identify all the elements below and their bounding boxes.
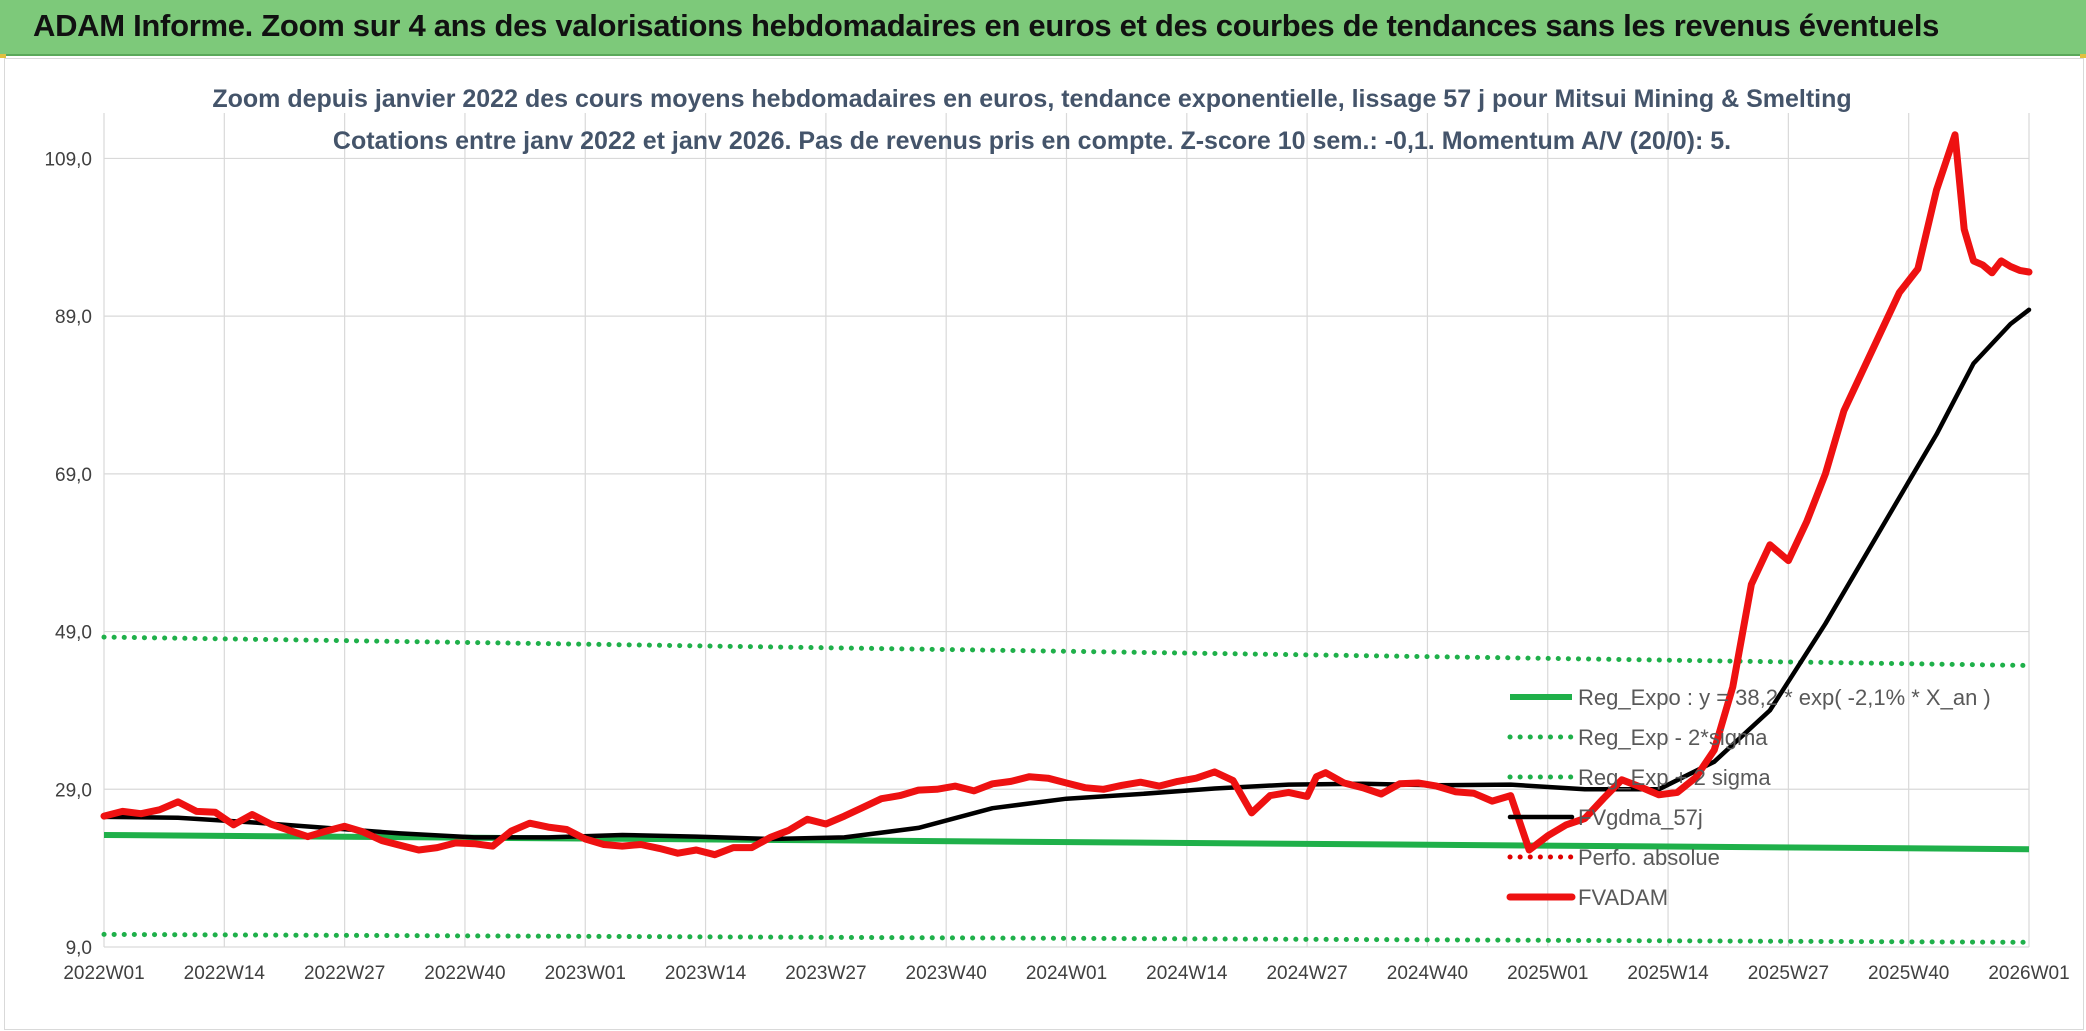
legend-label-3: FVgdma_57j: [1578, 805, 1703, 830]
x-tick-label: 2022W40: [424, 963, 505, 984]
chart-subtitle: Cotations entre janv 2022 et janv 2026. …: [333, 127, 1731, 155]
x-tick-label: 2022W27: [304, 963, 385, 984]
legend-label-1: Reg_Exp - 2*sigma: [1578, 725, 1768, 750]
x-tick-label: 2023W01: [545, 963, 626, 984]
y-tick-label: 109,0: [44, 149, 92, 170]
legend-label-0: Reg_Expo : y = 38,2 * exp( -2,1% * X_an …: [1578, 685, 1991, 710]
x-tick-label: 2023W40: [906, 963, 987, 984]
y-tick-label: 9,0: [66, 938, 92, 959]
chart-svg: Zoom depuis janvier 2022 des cours moyen…: [44, 85, 2069, 984]
series-line-1: [101, 931, 2032, 945]
banner-accent-right: [2080, 54, 2086, 58]
banner-accent-left: [0, 54, 6, 58]
x-tick-label: 2024W27: [1266, 963, 1347, 984]
report-banner: ADAM Informe. Zoom sur 4 ans des valoris…: [0, 0, 2086, 56]
chart-frame: Zoom depuis janvier 2022 des cours moyen…: [4, 58, 2084, 1030]
y-axis: 9,0 29,0 49,0 69,0 89,0 109,0: [44, 149, 92, 959]
chart-legend: Reg_Expo : y = 38,2 * exp( -2,1% * X_an …: [1506, 685, 1991, 910]
x-axis: 2022W01 2022W14 2022W27 2022W40 2023W01 2023W…: [63, 963, 2069, 984]
x-tick-label: 2026W01: [1988, 963, 2069, 984]
x-tick-label: 2023W27: [785, 963, 866, 984]
x-tick-label: 2025W14: [1627, 963, 1709, 984]
x-tick-label: 2025W27: [1748, 963, 1829, 984]
chart-grid: [103, 113, 2030, 948]
x-tick-label: 2024W40: [1387, 963, 1468, 984]
x-tick-label: 2022W01: [63, 963, 144, 984]
series-line-2: [101, 634, 2032, 668]
y-tick-label: 69,0: [55, 465, 92, 486]
x-tick-label: 2023W14: [665, 963, 747, 984]
series-line-5: [100, 131, 2033, 859]
chart-series: [100, 131, 2033, 945]
y-tick-label: 49,0: [55, 623, 92, 644]
series-line-0: [103, 832, 2030, 853]
x-tick-label: 2024W14: [1146, 963, 1228, 984]
x-tick-label: 2022W14: [184, 963, 266, 984]
y-tick-label: 29,0: [55, 780, 92, 801]
legend-label-5: FVADAM: [1578, 885, 1668, 910]
legend-label-2: Reg_Exp + 2 sigma: [1578, 765, 1771, 790]
chart-title: Zoom depuis janvier 2022 des cours moyen…: [212, 85, 1851, 113]
series-line-3: [101, 307, 2032, 842]
x-tick-label: 2025W40: [1868, 963, 1949, 984]
x-tick-label: 2024W01: [1026, 963, 1107, 984]
y-tick-label: 89,0: [55, 307, 92, 328]
legend-label-4: Perfo. absolue: [1578, 845, 1720, 870]
x-tick-label: 2025W01: [1507, 963, 1588, 984]
report-banner-title: ADAM Informe. Zoom sur 4 ans des valoris…: [33, 8, 1940, 43]
